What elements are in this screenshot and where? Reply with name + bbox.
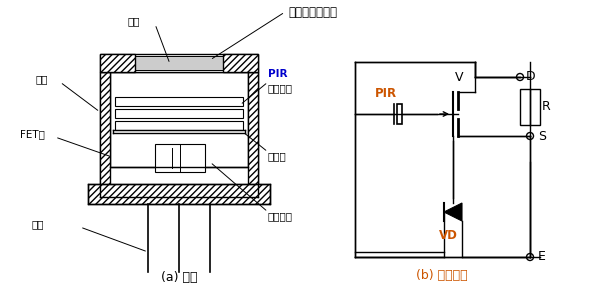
Bar <box>100 54 135 72</box>
Text: 外壳: 外壳 <box>35 74 47 84</box>
Bar <box>397 104 402 124</box>
Text: 支承环: 支承环 <box>268 151 287 161</box>
Text: (a) 结构: (a) 结构 <box>161 271 197 284</box>
Bar <box>115 109 243 118</box>
Bar <box>88 184 270 204</box>
Text: R: R <box>542 100 551 113</box>
Bar <box>110 72 248 167</box>
Circle shape <box>527 253 533 260</box>
Text: (b) 内部电路: (b) 内部电路 <box>416 269 468 282</box>
Circle shape <box>527 133 533 140</box>
Bar <box>135 56 223 70</box>
Text: VD: VD <box>439 229 457 242</box>
Bar <box>248 72 258 197</box>
Text: 引脚: 引脚 <box>32 219 44 229</box>
Text: FET管: FET管 <box>20 129 45 139</box>
Bar <box>100 72 258 197</box>
Text: S: S <box>538 129 546 142</box>
Text: V: V <box>455 71 464 84</box>
Circle shape <box>517 74 523 81</box>
Text: E: E <box>538 251 546 263</box>
Bar <box>100 72 110 197</box>
Text: 电路元件: 电路元件 <box>268 211 293 221</box>
Text: 热电元件: 热电元件 <box>268 83 293 93</box>
Bar <box>223 54 258 72</box>
Bar <box>155 144 205 172</box>
Bar <box>115 97 243 106</box>
Text: PIR: PIR <box>268 69 287 79</box>
Text: 菲涅尔滤光透镜: 菲涅尔滤光透镜 <box>288 6 337 18</box>
Text: PIR: PIR <box>375 87 397 100</box>
Bar <box>100 54 258 72</box>
Bar <box>520 88 540 124</box>
Text: 窗口: 窗口 <box>128 16 140 26</box>
Text: D: D <box>526 70 536 84</box>
Bar <box>115 121 243 130</box>
Polygon shape <box>444 203 462 221</box>
